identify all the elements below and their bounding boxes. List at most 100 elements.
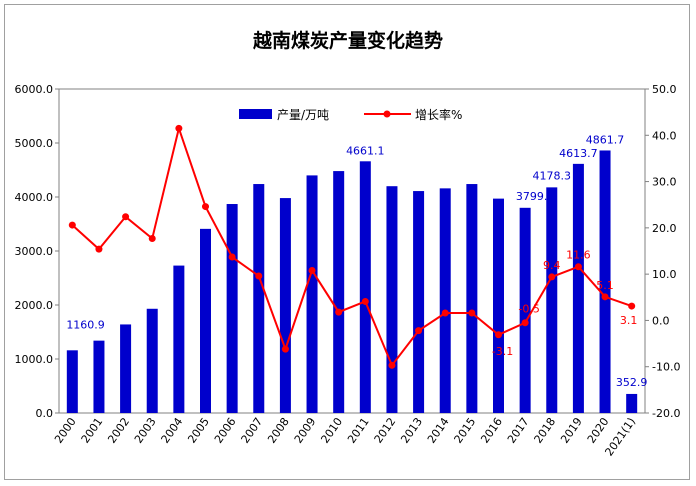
- bar: [200, 228, 211, 413]
- growth-point: [441, 309, 449, 317]
- growth-value-label: -0.5: [518, 303, 539, 316]
- growth-point: [281, 345, 289, 353]
- growth-value-label: 9.4: [543, 259, 561, 272]
- x-tick-label: 2010: [318, 415, 345, 445]
- growth-point: [495, 331, 502, 339]
- bar: [626, 393, 638, 413]
- bar: [599, 150, 611, 413]
- growth-point: [468, 309, 476, 317]
- left-axis-tick-label: 2000.0: [15, 299, 54, 312]
- growth-value-label: 5.1: [596, 279, 614, 292]
- x-tick-label: 2001: [79, 415, 106, 445]
- x-tick-label: 2008: [265, 415, 292, 445]
- right-axis-tick-label: 40.0: [652, 129, 677, 142]
- bar: [306, 175, 318, 413]
- x-tick-label: 2005: [185, 415, 212, 445]
- bar-value-label: 4178.3: [533, 169, 572, 182]
- left-axis-tick-label: 4000.0: [15, 191, 54, 204]
- bar: [333, 171, 345, 413]
- growth-point: [521, 319, 529, 327]
- growth-point: [122, 213, 130, 221]
- legend-line-label: 增长率%: [415, 107, 462, 122]
- bar-value-label: 4613.7: [559, 147, 598, 160]
- growth-point: [95, 245, 103, 253]
- legend-line-marker: [383, 110, 391, 118]
- growth-point: [255, 272, 263, 280]
- x-tick-label: 2009: [292, 415, 319, 445]
- growth-point: [415, 327, 423, 335]
- bar: [120, 324, 132, 413]
- growth-point: [148, 235, 156, 243]
- growth-point: [335, 308, 343, 316]
- right-axis-tick-label: 30.0: [652, 176, 677, 189]
- bar: [546, 187, 558, 413]
- growth-value-label: -3.1: [492, 345, 513, 358]
- bar: [253, 184, 265, 413]
- x-tick-label: 2002: [105, 415, 132, 445]
- growth-value-label: 3.1: [620, 314, 638, 327]
- growth-point: [574, 263, 582, 271]
- chart-title: 越南煤炭产量变化趋势: [252, 30, 443, 52]
- bar-value-label: 4661.1: [346, 144, 385, 157]
- right-axis-tick-label: -20.0: [652, 407, 680, 420]
- bar: [173, 265, 185, 413]
- bar: [413, 191, 425, 413]
- growth-point: [601, 293, 609, 301]
- x-tick-label: 2011: [345, 415, 372, 445]
- x-tick-label: 2000: [52, 415, 79, 445]
- x-tick-label: 2020: [585, 415, 612, 445]
- right-axis-tick-label: 10.0: [652, 268, 677, 281]
- left-axis-tick-label: 3000.0: [15, 245, 54, 258]
- legend-bar-label: 产量/万吨: [277, 108, 329, 122]
- legend-bar-swatch: [239, 109, 272, 119]
- growth-point: [388, 361, 396, 369]
- x-tick-label: 2018: [532, 415, 559, 445]
- bar: [493, 198, 504, 413]
- bar: [66, 350, 78, 413]
- bar: [226, 204, 238, 413]
- growth-point: [68, 221, 76, 229]
- x-tick-label: 2017: [505, 415, 532, 445]
- growth-line: [71, 124, 633, 368]
- left-axis-tick-label: 6000.0: [15, 83, 54, 96]
- growth-point: [308, 266, 316, 274]
- growth-point: [628, 302, 636, 310]
- right-axis-tick-label: 20.0: [652, 222, 677, 235]
- x-tick-label: 2003: [132, 415, 159, 445]
- growth-value-label: 11.6: [566, 249, 591, 262]
- growth-point: [548, 273, 556, 281]
- x-tick-label: 2006: [212, 415, 239, 445]
- growth-point: [228, 253, 236, 261]
- bar: [439, 188, 451, 413]
- x-tick-label: 2016: [478, 415, 505, 445]
- left-axis-tick-label: 0.0: [36, 407, 54, 420]
- right-axis-tick-label: 50.0: [652, 83, 677, 96]
- bar-value-label: 352.9: [616, 376, 648, 389]
- right-axis-tick-label: 0.0: [652, 314, 670, 327]
- bar: [146, 308, 158, 413]
- right-axis-tick-label: -10.0: [652, 361, 680, 374]
- x-tick-label: 2012: [372, 415, 399, 445]
- x-tick-label: 2004: [159, 415, 186, 445]
- chart-frame: [4, 4, 690, 480]
- x-tick-label: 2014: [425, 415, 452, 445]
- growth-point: [202, 203, 209, 211]
- bar: [279, 198, 291, 413]
- bar-value-label: 4861.7: [586, 133, 625, 146]
- bar: [359, 161, 371, 413]
- x-tick-label: 2013: [398, 415, 425, 445]
- bar: [519, 207, 531, 413]
- x-tick-label: 2019: [558, 415, 585, 445]
- bar: [572, 163, 584, 413]
- left-axis-tick-label: 5000.0: [15, 137, 54, 150]
- bar: [466, 184, 478, 413]
- growth-point: [361, 297, 369, 305]
- growth-point: [175, 124, 183, 132]
- bar: [93, 340, 105, 413]
- left-axis-tick-label: 1000.0: [15, 353, 54, 366]
- x-tick-label: 2007: [239, 415, 266, 445]
- x-tick-label: 2015: [452, 415, 479, 445]
- bar: [386, 186, 398, 413]
- bar-value-label: 1160.9: [66, 318, 105, 331]
